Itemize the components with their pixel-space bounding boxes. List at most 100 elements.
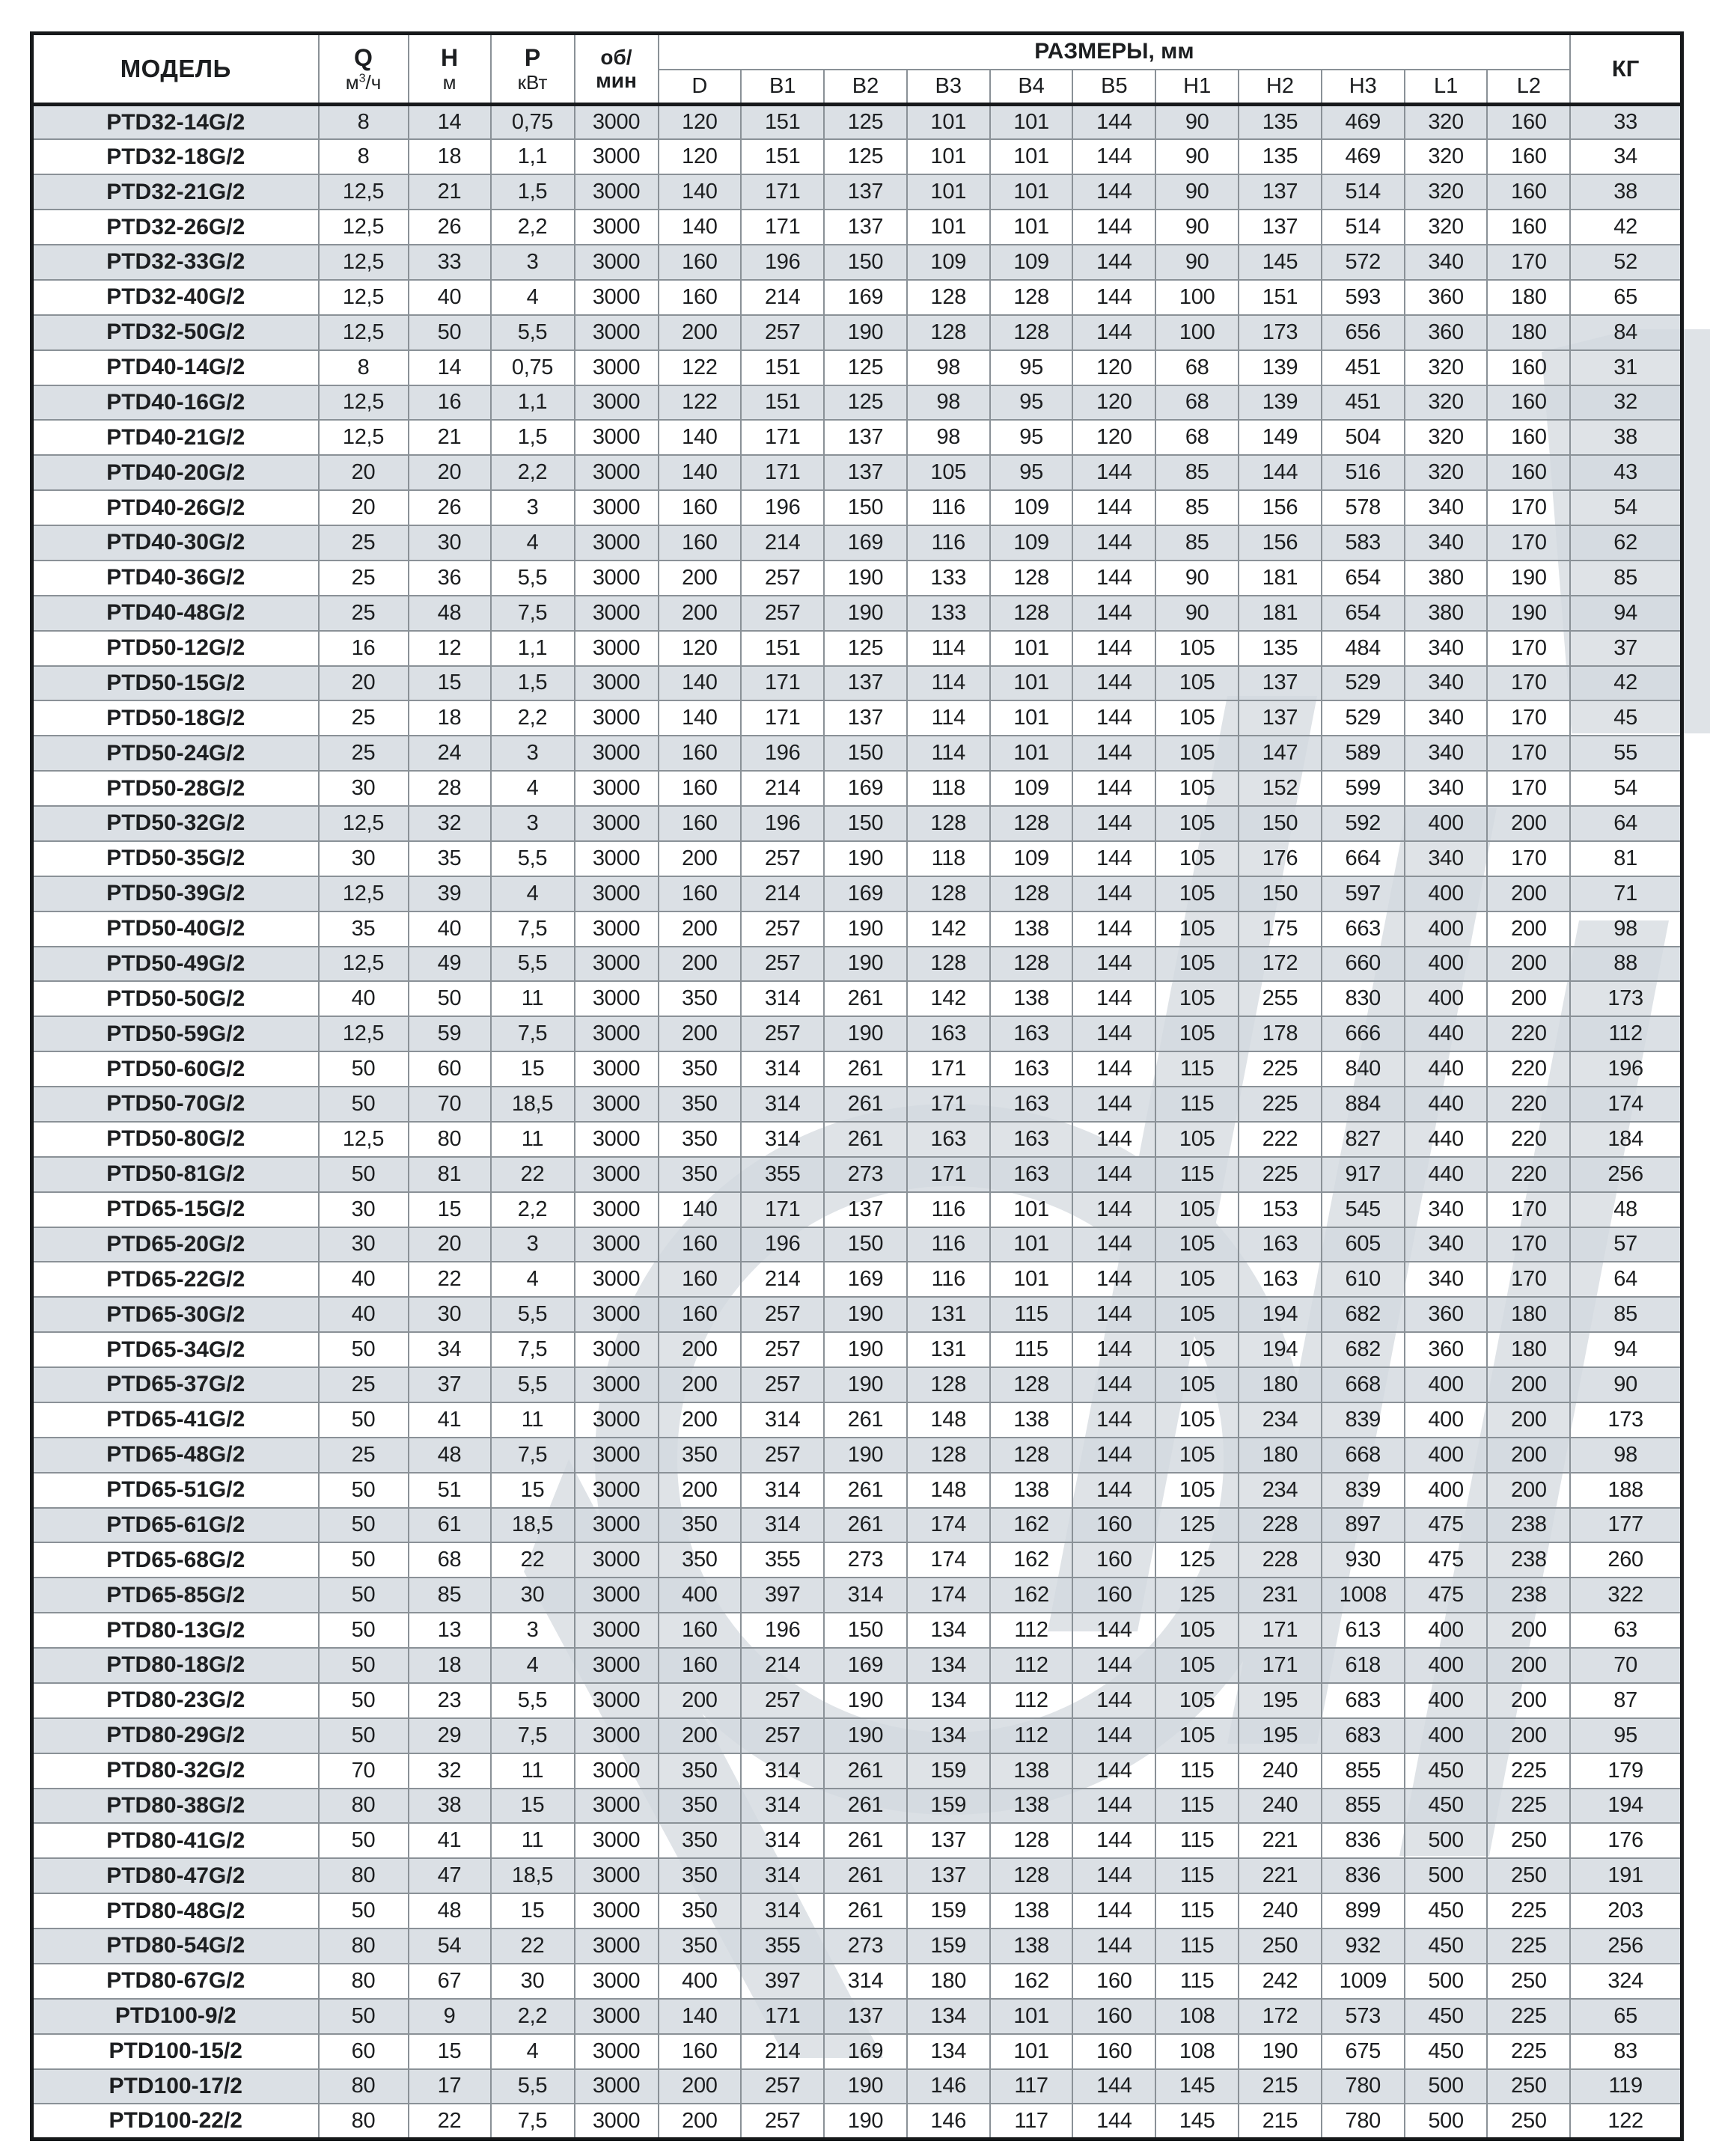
value-cell: 105	[1155, 805, 1240, 842]
value-cell: 90	[1155, 209, 1240, 245]
value-cell: 90	[1155, 559, 1240, 596]
value-cell: 3000	[573, 700, 659, 737]
value-cell: 105	[1155, 980, 1240, 1018]
value-cell: 134	[906, 1717, 991, 1754]
value-cell: 160	[1486, 349, 1572, 386]
model-cell: PTD40-20G/2	[31, 454, 320, 492]
value-cell: 500	[1403, 2103, 1488, 2140]
value-cell: 200	[657, 2103, 742, 2140]
value-cell: 261	[823, 1857, 908, 1895]
model-cell: PTD32-21G/2	[31, 174, 320, 211]
value-cell: 144	[1072, 594, 1157, 632]
value-cell: 105	[1155, 1016, 1240, 1053]
table-row: PTD40-36G/2 25 36 5,5 3000 200 257 190 133 128 144…	[31, 559, 1683, 596]
value-cell: 5,5	[489, 1366, 575, 1403]
value-cell: 200	[1486, 1401, 1572, 1438]
value-cell: 3000	[573, 980, 659, 1018]
value-cell: 50	[317, 1542, 409, 1579]
table-row: PTD100-9/2 50 9 2,2 3000 140 171 137 134 101 160 10…	[31, 1997, 1683, 2035]
value-cell: 400	[1403, 1471, 1488, 1509]
value-cell: 261	[823, 1787, 908, 1824]
value-cell: 504	[1320, 419, 1405, 456]
value-cell: 135	[1238, 629, 1322, 667]
value-cell: 105	[1155, 1471, 1240, 1509]
value-cell: 3000	[573, 384, 659, 421]
header-size-col-b3: B3	[906, 68, 991, 106]
value-cell: 836	[1320, 1822, 1405, 1860]
value-cell: 85	[1569, 1296, 1683, 1334]
value-cell: 3000	[573, 454, 659, 492]
value-cell: 836	[1320, 1857, 1405, 1895]
table-row: PTD80-23G/2 50 23 5,5 3000 200 257 190 134 112 144…	[31, 1682, 1683, 1719]
value-cell: 108	[1155, 2033, 1240, 2070]
value-cell: 138	[989, 1752, 1074, 1789]
value-cell: 830	[1320, 980, 1405, 1018]
value-cell: 144	[1072, 1436, 1157, 1474]
value-cell: 152	[1238, 770, 1322, 807]
value-cell: 70	[1569, 1647, 1683, 1684]
value-cell: 149	[1238, 419, 1322, 456]
value-cell: 200	[1486, 1366, 1572, 1403]
value-cell: 32	[407, 805, 492, 842]
value-cell: 134	[906, 2033, 991, 2070]
value-cell: 173	[1569, 980, 1683, 1018]
value-cell: 3000	[573, 629, 659, 667]
value-cell: 171	[740, 1191, 825, 1228]
value-cell: 257	[740, 1331, 825, 1368]
model-cell: PTD65-20G/2	[31, 1226, 320, 1263]
value-cell: 238	[1486, 1506, 1572, 1544]
value-cell: 144	[1072, 1155, 1157, 1193]
value-cell: 32	[1569, 384, 1683, 421]
value-cell: 190	[823, 314, 908, 351]
value-cell: 42	[1569, 665, 1683, 702]
value-cell: 83	[1569, 2033, 1683, 2070]
value-cell: 109	[906, 244, 991, 281]
value-cell: 138	[989, 910, 1074, 947]
value-cell: 144	[1072, 1366, 1157, 1403]
value-cell: 1,1	[489, 629, 575, 667]
value-cell: 225	[1486, 1997, 1572, 2035]
value-cell: 156	[1238, 489, 1322, 526]
value-cell: 68	[1155, 349, 1240, 386]
value-cell: 101	[989, 2033, 1074, 2070]
value-cell: 144	[1238, 454, 1322, 492]
value-cell: 114	[906, 700, 991, 737]
value-cell: 190	[823, 1331, 908, 1368]
value-cell: 190	[1486, 559, 1572, 596]
table-row: PTD80-13G/2 50 13 3 3000 160 196 150 134 112 144 10…	[31, 1612, 1683, 1649]
value-cell: 153	[1238, 1191, 1322, 1228]
value-cell: 140	[657, 419, 742, 456]
value-cell: 160	[1072, 1542, 1157, 1579]
model-cell: PTD65-22G/2	[31, 1261, 320, 1298]
value-cell: 105	[1155, 1647, 1240, 1684]
value-cell: 450	[1403, 1752, 1488, 1789]
value-cell: 170	[1486, 1191, 1572, 1228]
value-cell: 256	[1569, 1155, 1683, 1193]
table-row: PTD80-67G/2 80 67 30 3000 400 397 314 180 162 160 1…	[31, 1962, 1683, 2000]
value-cell: 314	[740, 1752, 825, 1789]
value-cell: 200	[1486, 1717, 1572, 1754]
value-cell: 180	[1238, 1436, 1322, 1474]
value-cell: 160	[657, 1296, 742, 1334]
table-row: PTD65-61G/2 50 61 18,5 3000 350 314 261 174 162 16…	[31, 1506, 1683, 1544]
value-cell: 138	[989, 1401, 1074, 1438]
value-cell: 90	[1155, 244, 1240, 281]
value-cell: 159	[906, 1787, 991, 1824]
table-row: PTD32-40G/2 12,5 40 4 3000 160 214 169 128 128 144…	[31, 278, 1683, 316]
value-cell: 31	[1569, 349, 1683, 386]
value-cell: 159	[906, 1893, 991, 1929]
value-cell: 583	[1320, 525, 1405, 561]
value-cell: 125	[1155, 1542, 1240, 1579]
value-cell: 101	[989, 1997, 1074, 2035]
value-cell: 54	[407, 1928, 492, 1964]
value-cell: 190	[823, 594, 908, 632]
value-cell: 41	[407, 1822, 492, 1860]
value-cell: 80	[317, 1928, 409, 1964]
header-size-col-l1: L1	[1403, 68, 1488, 106]
value-cell: 314	[823, 1577, 908, 1614]
table-row: PTD32-26G/2 12,5 26 2,2 3000 140 171 137 101 101 1…	[31, 209, 1683, 245]
value-cell: 273	[823, 1928, 908, 1964]
value-cell: 190	[823, 910, 908, 947]
value-cell: 260	[1569, 1542, 1683, 1579]
value-cell: 33	[407, 244, 492, 281]
